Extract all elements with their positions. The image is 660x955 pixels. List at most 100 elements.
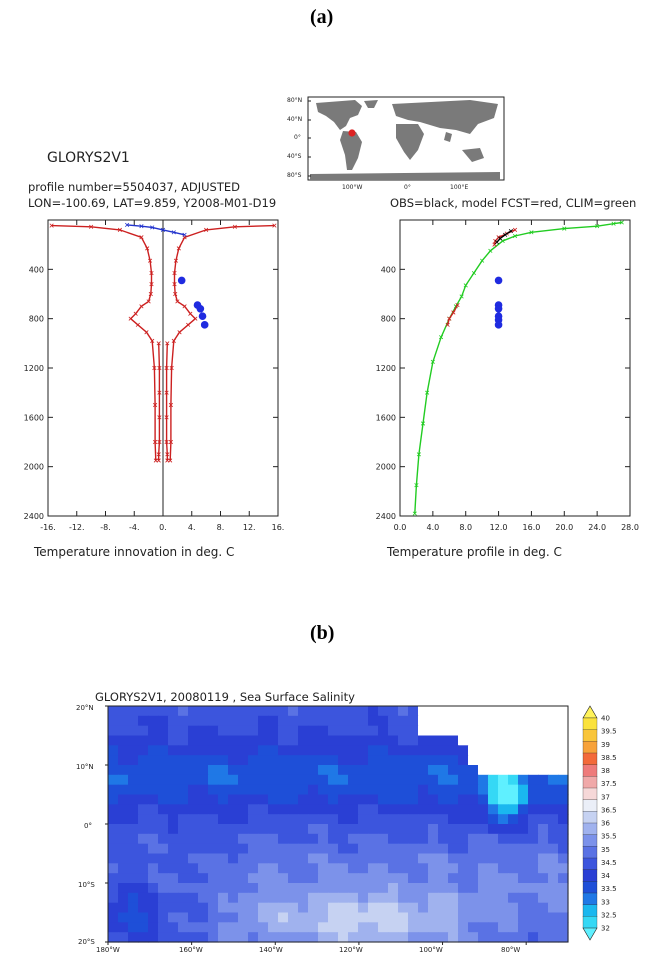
salinity-cell — [378, 715, 389, 727]
salinity-cell — [538, 883, 549, 894]
salinity-cell — [348, 755, 359, 766]
salinity-cell — [408, 774, 419, 786]
salinity-cell — [138, 902, 149, 914]
salinity-cell — [128, 833, 139, 845]
salinity-cell — [128, 892, 139, 904]
salinity-cell — [538, 706, 549, 717]
salinity-cell — [168, 745, 179, 756]
y-tick-label: 1200 — [24, 364, 44, 373]
series-marker — [150, 338, 155, 343]
salinity-cell — [548, 725, 559, 737]
salinity-cell — [118, 883, 129, 894]
salinity-cell — [518, 892, 529, 904]
salinity-cell — [198, 824, 209, 835]
salinity-cell — [488, 932, 499, 943]
salinity-cell — [148, 774, 159, 786]
salinity-cell — [158, 725, 169, 737]
salinity-cell — [108, 824, 119, 835]
series-marker — [529, 230, 534, 235]
salinity-cell — [208, 833, 219, 845]
salinity-cell — [298, 706, 309, 717]
salinity-cell — [368, 883, 379, 894]
salinity-cell — [258, 706, 269, 717]
salinity-cell — [538, 902, 549, 914]
salinity-cell — [418, 853, 429, 864]
salinity-cell — [448, 932, 459, 943]
salinity-cell — [138, 883, 149, 894]
salinity-cell — [258, 794, 269, 805]
salinity-cell — [428, 932, 439, 943]
salinity-cell — [168, 735, 179, 746]
salinity-cell — [108, 735, 119, 746]
salinity-cell — [308, 715, 319, 727]
salinity-cell — [278, 735, 289, 746]
salinity-cell — [188, 735, 199, 746]
salinity-cell — [148, 814, 159, 825]
salinity-cell — [208, 715, 219, 727]
x-tick-label: -12. — [69, 523, 85, 532]
salinity-cell — [528, 902, 539, 914]
salinity-cell — [388, 765, 399, 776]
salinity-cell — [388, 735, 399, 746]
salinity-cell — [498, 902, 509, 914]
salinity-cell — [298, 873, 309, 884]
salinity-cell — [408, 824, 419, 835]
salinity-cell — [358, 755, 369, 766]
salinity-cell — [168, 804, 179, 815]
salinity-cell — [468, 824, 479, 835]
y-tick-label: 1600 — [24, 413, 44, 422]
salinity-cell — [518, 814, 529, 825]
salinity-cell — [348, 784, 359, 796]
salinity-cell — [388, 745, 399, 756]
salinity-cell — [348, 735, 359, 746]
salinity-cell — [328, 932, 339, 943]
salinity-cell — [118, 853, 129, 864]
salinity-cell — [328, 715, 339, 727]
salinity-cell — [428, 892, 439, 904]
y-tick-label: 400 — [29, 265, 44, 274]
salinity-cell — [318, 774, 329, 786]
salinity-cell — [238, 892, 249, 904]
salinity-cell — [528, 892, 539, 904]
salinity-cell — [298, 824, 309, 835]
salinity-cell — [408, 745, 419, 756]
salinity-cell — [178, 912, 189, 923]
salinity-cell — [218, 902, 229, 914]
salinity-cell — [428, 883, 439, 894]
salinity-cell — [338, 794, 349, 805]
salinity-cell — [298, 843, 309, 855]
salinity-cell — [318, 824, 329, 835]
salinity-cell — [398, 814, 409, 825]
salinity-cell — [228, 755, 239, 766]
salinity-cell — [168, 725, 179, 737]
salinity-cell — [388, 715, 399, 727]
salinity-cell — [228, 784, 239, 796]
salinity-cell — [428, 804, 439, 815]
salinity-cell — [148, 745, 159, 756]
series-marker — [176, 246, 181, 251]
salinity-cell — [108, 853, 119, 864]
colorbar-segment — [582, 752, 598, 766]
series-marker — [139, 224, 144, 229]
series-marker — [135, 322, 140, 327]
salinity-cell — [528, 824, 539, 835]
salinity-cell — [378, 912, 389, 923]
salinity-cell — [438, 843, 449, 855]
salinity-cell — [248, 814, 259, 825]
series-marker — [165, 458, 170, 463]
salinity-cell — [558, 833, 569, 845]
salinity-cell — [428, 833, 439, 845]
salinity-cell — [278, 706, 289, 717]
salinity-cell — [318, 755, 329, 766]
salinity-cell — [308, 765, 319, 776]
salinity-cell — [128, 774, 139, 786]
salinity-cell — [128, 755, 139, 766]
salinity-cell — [338, 892, 349, 904]
salinity-cell — [278, 784, 289, 796]
salinity-cell — [158, 902, 169, 914]
salinity-cell — [148, 755, 159, 766]
salinity-cell — [448, 824, 459, 835]
salinity-cell — [308, 735, 319, 746]
series-marker — [149, 270, 154, 276]
